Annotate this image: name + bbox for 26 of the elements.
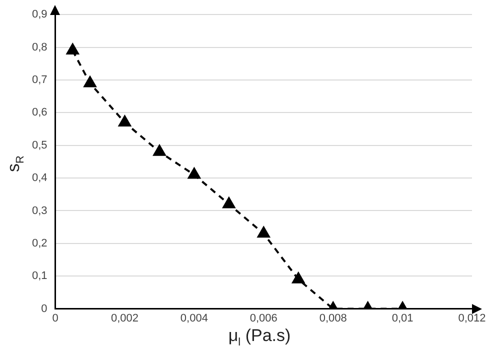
point: [257, 226, 270, 238]
x-tick-label: 0,002: [110, 312, 139, 324]
point: [292, 272, 305, 284]
point: [188, 168, 200, 179]
x-tick-label: 0,01: [392, 312, 414, 324]
y-tick-label: 0,4: [32, 172, 48, 184]
y-tick-label: 0,5: [32, 139, 48, 152]
y-tick-label: 0,7: [32, 74, 48, 86]
y-tick-label: 0,2: [32, 237, 48, 250]
x-tick-label: 0,006: [250, 312, 278, 324]
point: [66, 44, 79, 55]
x-tick-label: 0,004: [180, 312, 208, 324]
x-tick-label: 0: [52, 312, 58, 324]
x-tick-label: 0,008: [319, 312, 347, 324]
y-tick-label: 0: [41, 302, 48, 315]
y-tick-label: 0,3: [32, 204, 48, 217]
x-tick-label: 0,012: [458, 312, 486, 324]
y-tick-label: 0,1: [32, 270, 48, 282]
y-tick-label: 0,6: [32, 106, 48, 119]
point: [222, 197, 236, 208]
y-tick-label: 0,9: [32, 8, 48, 21]
point: [118, 115, 131, 126]
point: [84, 76, 96, 88]
x-axis-title: μ$_{l}$ (Pa.s): [227, 326, 292, 348]
y-tick-label: 0,8: [32, 41, 48, 54]
point: [153, 144, 166, 156]
